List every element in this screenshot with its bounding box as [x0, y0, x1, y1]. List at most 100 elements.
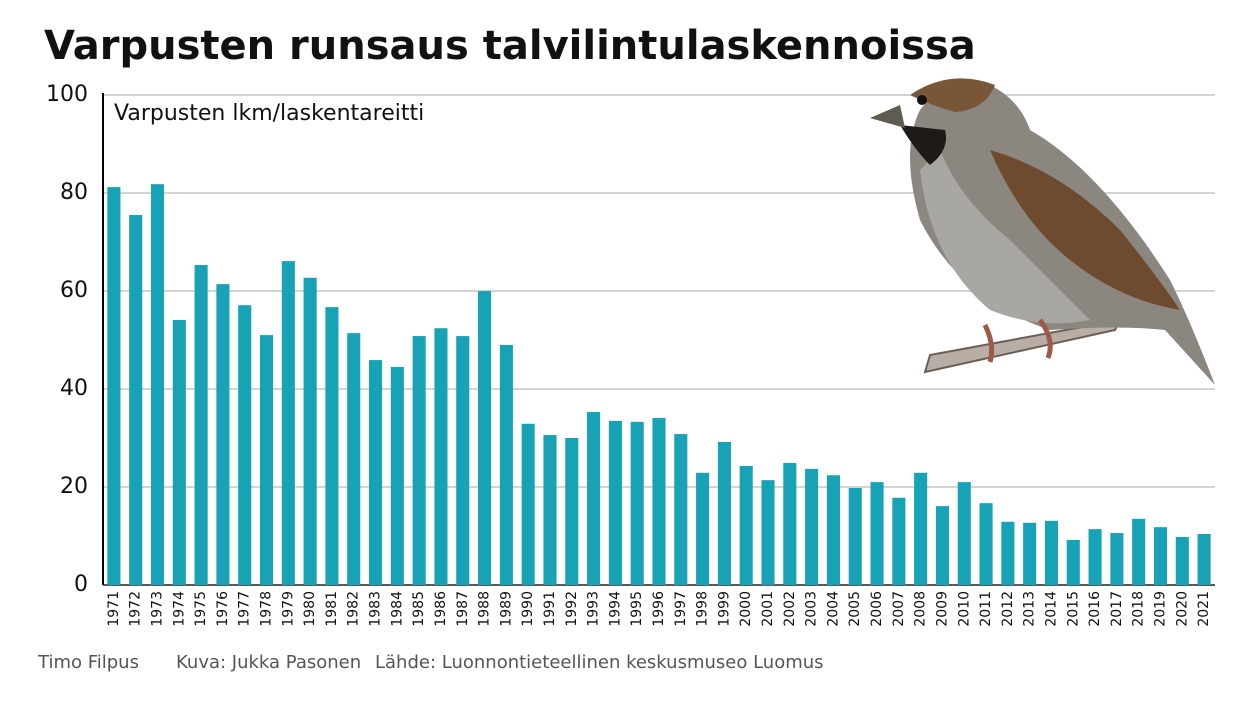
x-tick-label: 1994 [607, 591, 623, 627]
x-tick-label: 1973 [150, 591, 166, 627]
bar [892, 497, 906, 585]
x-tick-label: 2004 [825, 591, 841, 627]
x-tick-label: 2021 [1196, 591, 1212, 627]
x-tick-label: 1990 [520, 591, 536, 627]
x-tick-label: 1974 [171, 591, 187, 627]
chart-title: Varpusten runsaus talvilintulaskennoissa [44, 23, 976, 69]
x-tick-label: 1992 [564, 591, 580, 627]
bar [957, 482, 971, 585]
bar [521, 423, 535, 585]
bar [1044, 520, 1059, 585]
bar [739, 465, 753, 585]
bar [238, 305, 252, 585]
bar [1066, 539, 1080, 585]
bar [107, 187, 121, 585]
x-tick-label: 2001 [760, 591, 776, 627]
x-tick-label: 1987 [455, 591, 471, 627]
bar [783, 462, 797, 585]
bar [805, 468, 819, 585]
x-tick-label: 2000 [738, 591, 754, 627]
x-tick-label: 2003 [804, 591, 820, 627]
bar [325, 307, 339, 585]
bar [390, 366, 404, 585]
y-axis-label: Varpusten lkm/laskentareitti [114, 101, 424, 126]
x-tick-label: 1996 [651, 591, 667, 627]
bars [107, 184, 1211, 586]
y-tick-label: 100 [46, 82, 88, 107]
bar [216, 284, 230, 585]
bar [1088, 529, 1102, 585]
y-tick-label: 20 [60, 474, 88, 499]
x-tick-label: 1979 [280, 591, 296, 627]
bar [150, 184, 165, 585]
credit: Kuva: Jukka Pasonen [176, 652, 361, 673]
y-tick-label: 0 [74, 572, 88, 597]
bar [696, 472, 710, 585]
bar [674, 434, 688, 585]
x-tick-label: 2017 [1109, 591, 1125, 627]
bar [979, 503, 993, 585]
x-tick-label: 1971 [106, 591, 122, 627]
y-tick-label: 60 [60, 278, 88, 303]
bar [935, 506, 949, 585]
bar [1023, 522, 1037, 585]
bar [478, 291, 492, 585]
x-tick-label: 2011 [978, 591, 994, 627]
bar [369, 360, 383, 585]
x-tick-label: 1981 [324, 591, 340, 627]
x-tick-label: 2006 [869, 591, 885, 627]
x-tick-label: 1986 [433, 591, 449, 627]
bar [914, 472, 928, 585]
bar [717, 441, 731, 585]
x-tick-label: 1997 [673, 591, 689, 627]
x-tick-label: 1999 [716, 591, 732, 627]
x-tick-label: 1978 [259, 591, 275, 627]
x-tick-label: 1988 [477, 591, 493, 627]
x-tick-label: 2014 [1043, 591, 1059, 627]
bar [870, 482, 884, 585]
bar [259, 335, 274, 585]
x-tick-label: 1983 [368, 591, 384, 627]
x-tick-label: 2018 [1131, 591, 1147, 627]
bar [129, 215, 143, 586]
x-tick-label: 2007 [891, 591, 907, 627]
x-tick-label: 1984 [389, 591, 405, 627]
bar [608, 420, 622, 585]
bar [172, 319, 186, 585]
x-tick-label: 2016 [1087, 591, 1103, 627]
x-tick-label: 1993 [586, 591, 602, 627]
bar [543, 435, 557, 585]
x-tick-label: 2009 [934, 591, 950, 627]
bar [434, 328, 448, 585]
sparrow-illustration [870, 78, 1215, 385]
x-tick-label: 2012 [1000, 591, 1016, 627]
bar [1153, 527, 1168, 585]
bar [347, 333, 361, 585]
x-tick-label: 1989 [498, 591, 514, 627]
bar [499, 344, 513, 585]
x-tick-label: 1982 [346, 591, 362, 627]
x-tick-label: 2002 [782, 591, 798, 627]
x-tick-label: 1991 [542, 591, 558, 627]
credit: Timo Filpus [37, 652, 139, 673]
x-tick-label: 2008 [913, 591, 929, 627]
bar [194, 265, 208, 585]
x-tick-label: 2005 [847, 591, 863, 627]
bar [1001, 521, 1015, 585]
x-tick-label: 1980 [302, 591, 318, 627]
x-tick-label: 1976 [215, 591, 231, 627]
credit: Lähde: Luonnontieteellinen keskusmuseo L… [375, 652, 824, 673]
x-tick-label: 1998 [695, 591, 711, 627]
bar [630, 421, 644, 585]
x-tick-label: 1972 [128, 591, 144, 627]
bar [1197, 534, 1211, 585]
bar [587, 412, 601, 585]
bar [281, 261, 295, 585]
bar [1175, 536, 1189, 585]
y-tick-label: 40 [60, 376, 88, 401]
bar [848, 487, 862, 585]
x-tick-label: 1975 [193, 591, 209, 627]
bar [412, 336, 426, 585]
bar [1110, 533, 1124, 585]
